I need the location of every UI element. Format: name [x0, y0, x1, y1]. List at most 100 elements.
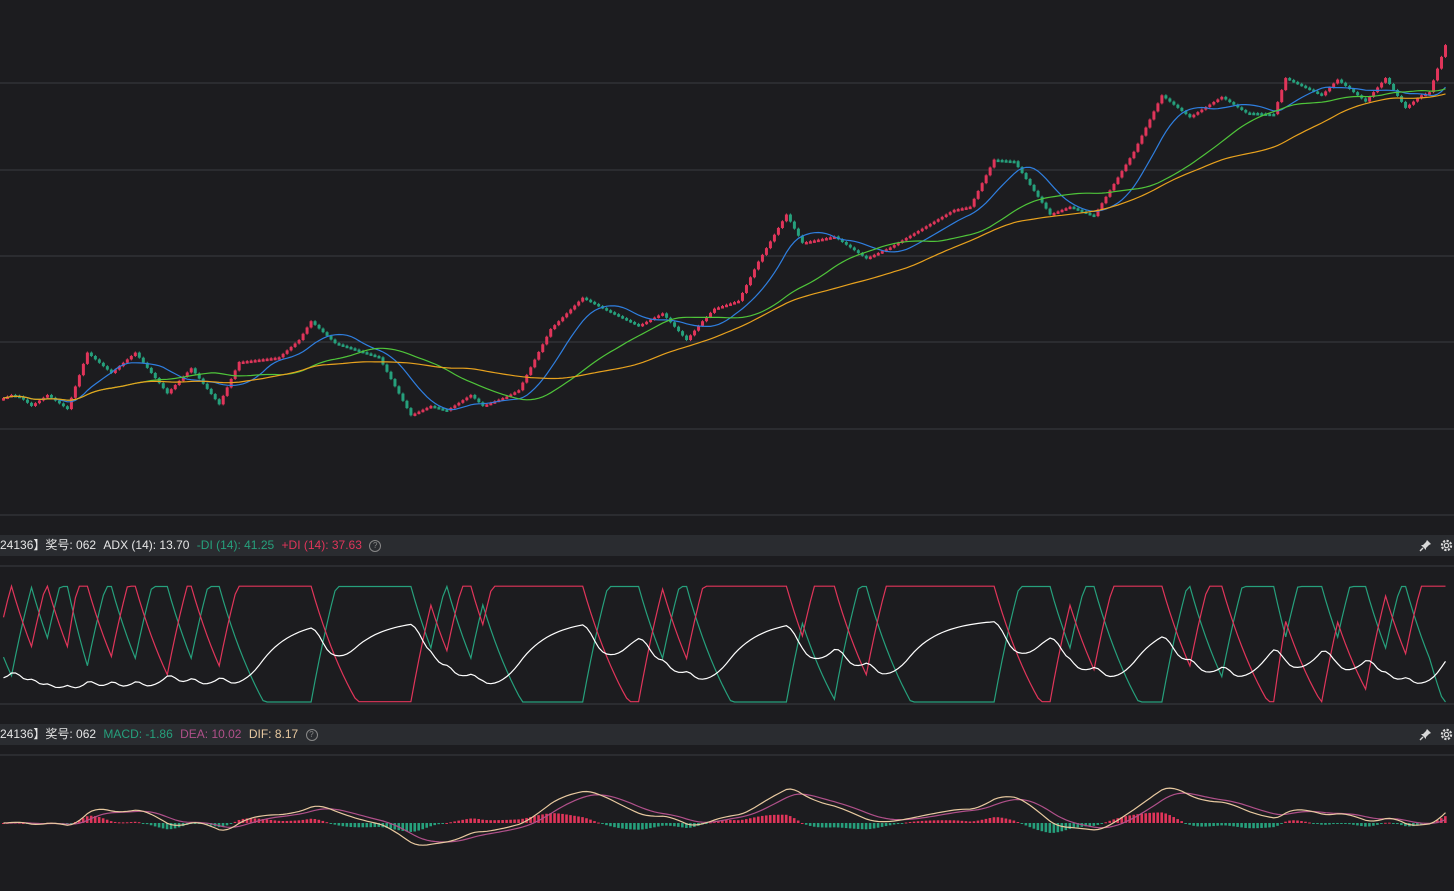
help-icon[interactable]: ?	[305, 728, 318, 741]
renko-brick-down	[137, 352, 141, 358]
macd-bar-negative	[1208, 823, 1211, 827]
macd-bar-positive	[109, 821, 113, 823]
renko-brick-up	[233, 370, 237, 379]
adx-value-label: ADX (14): 13.70	[103, 538, 190, 552]
macd-bar-positive	[89, 815, 93, 823]
renko-brick-up	[489, 402, 493, 406]
gear-icon[interactable]	[1440, 539, 1453, 552]
renko-brick-up	[701, 321, 705, 326]
renko-brick-up	[932, 221, 936, 225]
macd-bar-negative	[1328, 823, 1331, 825]
macd-bar-positive	[1292, 820, 1295, 823]
macd-bar-positive	[728, 820, 732, 823]
adx-indicator-chart[interactable]	[0, 556, 1454, 722]
renko-brick-up	[261, 359, 265, 362]
macd-bar-negative	[1332, 823, 1335, 825]
renko-brick-down	[681, 331, 685, 336]
macd-bar-positive	[1388, 822, 1391, 824]
renko-brick-up	[185, 372, 189, 377]
macd-bar-positive	[1108, 820, 1112, 823]
macd-bar-positive	[1176, 819, 1179, 823]
minus-di-line	[2, 584, 1446, 703]
macd-bar-positive	[940, 820, 944, 823]
macd-bar-positive	[748, 818, 752, 823]
macd-bar-positive	[980, 819, 984, 823]
macd-bar-negative	[665, 823, 668, 826]
plus-di-line	[2, 584, 1446, 704]
help-icon[interactable]: ?	[369, 539, 382, 552]
macd-bar-positive	[792, 818, 796, 823]
macd-bar-negative	[405, 823, 409, 832]
renko-brick-up	[269, 358, 273, 361]
renko-brick-down	[365, 352, 369, 355]
renko-brick-up	[768, 241, 772, 249]
renko-brick-down	[629, 320, 633, 323]
renko-brick-down	[377, 356, 381, 359]
macd-bar-negative	[1324, 823, 1327, 825]
renko-brick-down	[1248, 112, 1252, 116]
renko-brick-down	[21, 396, 25, 400]
renko-brick-down	[1028, 178, 1032, 185]
macd-bar-negative	[1392, 823, 1395, 824]
renko-brick-up	[776, 227, 780, 235]
macd-bar-positive	[273, 820, 277, 823]
macd-bar-negative	[1380, 823, 1383, 824]
renko-brick-up	[421, 409, 425, 413]
macd-bar-positive	[1000, 817, 1004, 823]
renko-brick-down	[1092, 214, 1096, 218]
renko-bricks	[2, 44, 1447, 417]
renko-brick-down	[1308, 87, 1312, 91]
renko-brick-down	[788, 214, 792, 222]
macd-bar-positive	[457, 820, 460, 823]
macd-bar-negative	[393, 823, 397, 830]
macd-bar-negative	[425, 823, 429, 828]
renko-brick-down	[800, 235, 804, 243]
renko-brick-down	[1048, 208, 1052, 215]
macd-bar-positive	[285, 820, 289, 823]
macd-bar-positive	[972, 821, 976, 823]
macd-bar-positive	[768, 815, 772, 823]
macd-bar-negative	[1076, 823, 1080, 828]
macd-bar-negative	[868, 823, 872, 830]
pin-icon[interactable]	[1419, 539, 1432, 552]
macd-bar-negative	[165, 823, 169, 830]
macd-bar-negative	[1232, 823, 1235, 827]
macd-bar-negative	[1204, 823, 1207, 827]
gear-icon[interactable]	[1440, 728, 1453, 741]
renko-brick-down	[685, 335, 689, 341]
renko-brick-down	[61, 403, 65, 407]
macd-bar-negative	[1268, 823, 1271, 828]
renko-brick-down	[1176, 104, 1180, 108]
renko-brick-up	[736, 300, 740, 304]
renko-brick-up	[225, 387, 229, 396]
macd-bar-positive	[1288, 820, 1291, 823]
macd-bar-positive	[537, 815, 540, 823]
macd-bar-negative	[1196, 823, 1199, 827]
macd-bar-positive	[121, 822, 125, 824]
renko-brick-up	[964, 207, 968, 210]
renko-brick-up	[1144, 127, 1148, 136]
macd-bar-positive	[912, 821, 916, 823]
renko-brick-up	[1104, 196, 1108, 204]
renko-brick-down	[852, 247, 856, 251]
pin-icon[interactable]	[1419, 728, 1432, 741]
renko-brick-down	[585, 297, 589, 301]
renko-brick-down	[637, 323, 641, 327]
macd-bar-negative	[1336, 823, 1339, 824]
macd-bar-negative	[1252, 823, 1255, 829]
macd-bar-negative	[705, 823, 708, 824]
macd-bar-negative	[1192, 823, 1195, 826]
renko-brick-up	[457, 402, 461, 406]
ma-mid-line	[3, 88, 1446, 401]
macd-bar-negative	[421, 823, 425, 830]
macd-bar-negative	[864, 823, 868, 830]
macd-bar-positive	[1016, 821, 1020, 823]
macd-bar-positive	[992, 817, 996, 823]
ma-fast-line	[3, 86, 1446, 411]
renko-price-chart[interactable]	[0, 0, 1454, 533]
macd-bar-positive	[305, 819, 309, 823]
macd-indicator-chart[interactable]	[0, 745, 1454, 891]
macd-bar-positive	[1440, 818, 1443, 823]
renko-brick-up	[1124, 164, 1128, 172]
macd-bar-negative	[1260, 823, 1263, 828]
